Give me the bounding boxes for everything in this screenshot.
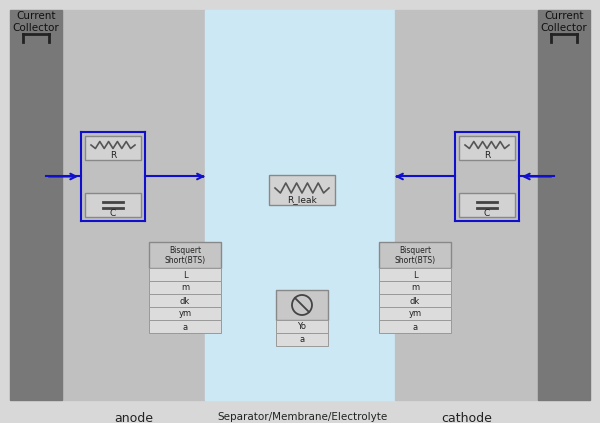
Text: Bisquert
Short(BTS): Bisquert Short(BTS) <box>394 246 436 265</box>
FancyBboxPatch shape <box>149 308 221 321</box>
Bar <box>538 10 590 400</box>
Text: dk: dk <box>180 297 190 305</box>
Text: L: L <box>413 270 418 280</box>
FancyBboxPatch shape <box>379 294 451 308</box>
Text: R: R <box>110 151 116 160</box>
Bar <box>205 10 400 400</box>
Bar <box>62 10 205 400</box>
Text: C: C <box>110 209 116 217</box>
Text: Bisquert
Short(BTS): Bisquert Short(BTS) <box>164 246 206 265</box>
FancyBboxPatch shape <box>149 281 221 294</box>
FancyBboxPatch shape <box>379 269 451 281</box>
Text: Current
Collector: Current Collector <box>541 11 587 33</box>
FancyBboxPatch shape <box>379 308 451 321</box>
FancyBboxPatch shape <box>276 320 328 333</box>
FancyBboxPatch shape <box>149 269 221 281</box>
Text: dk: dk <box>410 297 420 305</box>
Bar <box>10 10 62 400</box>
Text: R_leak: R_leak <box>287 195 317 204</box>
Text: anode: anode <box>114 412 153 423</box>
Text: C: C <box>484 209 490 217</box>
FancyBboxPatch shape <box>85 136 141 160</box>
FancyBboxPatch shape <box>85 193 141 217</box>
FancyBboxPatch shape <box>269 175 335 205</box>
FancyBboxPatch shape <box>276 290 328 320</box>
Text: a: a <box>299 335 305 344</box>
FancyBboxPatch shape <box>459 136 515 160</box>
Text: L: L <box>182 270 187 280</box>
Text: Yo: Yo <box>298 322 307 331</box>
FancyBboxPatch shape <box>149 294 221 308</box>
Text: cathode: cathode <box>441 412 492 423</box>
Text: a: a <box>182 322 188 332</box>
Text: a: a <box>412 322 418 332</box>
Text: Separator/Membrane/Electrolyte: Separator/Membrane/Electrolyte <box>217 412 388 422</box>
Text: ym: ym <box>409 310 422 319</box>
FancyBboxPatch shape <box>379 321 451 333</box>
FancyBboxPatch shape <box>459 193 515 217</box>
FancyBboxPatch shape <box>379 242 451 269</box>
Text: Current
Collector: Current Collector <box>13 11 59 33</box>
FancyBboxPatch shape <box>379 281 451 294</box>
FancyBboxPatch shape <box>149 242 221 269</box>
Bar <box>395 10 538 400</box>
FancyBboxPatch shape <box>149 321 221 333</box>
Text: ym: ym <box>178 310 191 319</box>
Text: m: m <box>411 283 419 292</box>
Text: m: m <box>181 283 189 292</box>
Text: R: R <box>484 151 490 160</box>
FancyBboxPatch shape <box>276 333 328 346</box>
